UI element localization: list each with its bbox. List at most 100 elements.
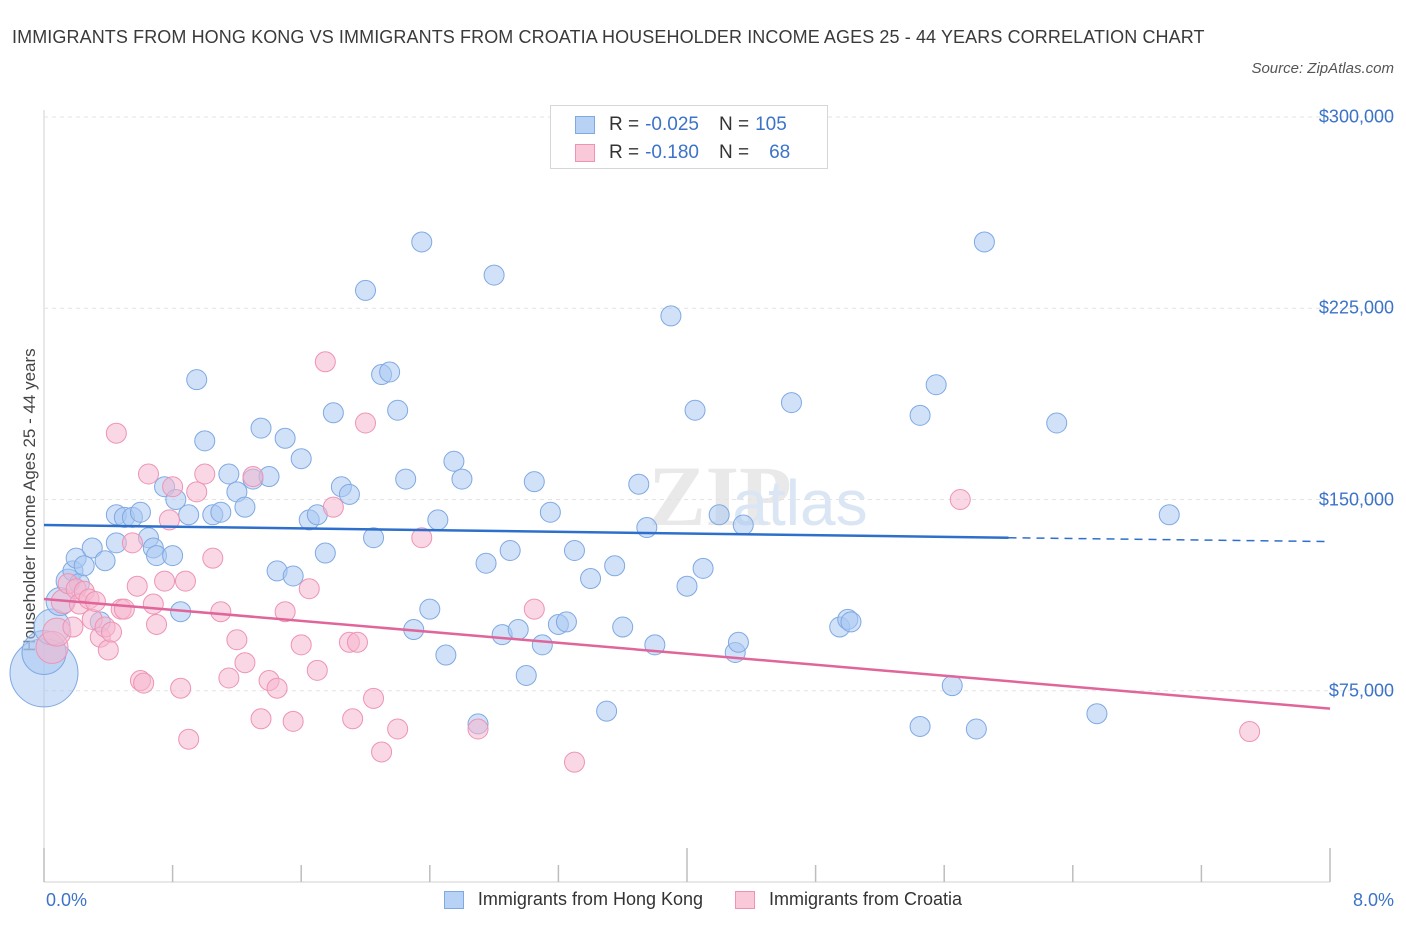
hongkong-point bbox=[1086, 703, 1108, 725]
croatia-point bbox=[126, 575, 148, 597]
croatia-point bbox=[62, 616, 84, 638]
hongkong-point bbox=[727, 631, 749, 653]
series-legend: Immigrants from Hong Kong Immigrants fro… bbox=[0, 889, 1406, 910]
croatia-point bbox=[387, 718, 409, 740]
hongkong-point bbox=[676, 575, 698, 597]
croatia-point bbox=[133, 672, 155, 694]
hongkong-point bbox=[909, 715, 931, 737]
hongkong-point bbox=[186, 369, 208, 391]
y-tick-label: $75,000 bbox=[1328, 680, 1394, 701]
y-tick-label: $225,000 bbox=[1318, 297, 1394, 318]
hongkong-point bbox=[411, 231, 433, 253]
hongkong-trend-line bbox=[43, 523, 1009, 539]
croatia-point bbox=[158, 509, 180, 531]
hongkong-point bbox=[515, 664, 537, 686]
legend-label-hongkong: Immigrants from Hong Kong bbox=[477, 889, 704, 909]
legend-label-croatia: Immigrants from Croatia bbox=[769, 889, 963, 909]
watermark: ZIP bbox=[648, 448, 791, 544]
legend-r-label: R = bbox=[609, 114, 640, 135]
croatia-point bbox=[274, 601, 296, 623]
hongkong-point bbox=[234, 496, 256, 518]
y-tick-label: $300,000 bbox=[1318, 106, 1394, 127]
hongkong-point bbox=[973, 231, 995, 253]
hongkong-point bbox=[419, 598, 441, 620]
x-tick-min: 0.0% bbox=[46, 890, 88, 910]
hongkong-point bbox=[941, 675, 963, 697]
legend-r-label: R = bbox=[609, 142, 640, 163]
hongkong-point bbox=[129, 501, 151, 523]
hongkong-point bbox=[314, 542, 336, 564]
y-tick-label: $150,000 bbox=[1318, 489, 1394, 509]
croatia-point bbox=[355, 412, 376, 434]
source-credit: Source: ZipAtlas.com bbox=[1251, 60, 1394, 77]
croatia-trend-line bbox=[43, 597, 1331, 710]
hongkong-point bbox=[604, 555, 626, 577]
hongkong-point bbox=[194, 430, 216, 452]
legend-n-value: 105 bbox=[755, 114, 787, 135]
croatia-point bbox=[306, 659, 328, 681]
hongkong-point bbox=[507, 619, 529, 641]
croatia-point bbox=[949, 489, 971, 510]
croatia-point bbox=[266, 677, 288, 699]
hongkong-point bbox=[387, 399, 409, 421]
hongkong-point bbox=[290, 448, 312, 470]
chart-title: IMMIGRANTS FROM HONG KONG VS IMMIGRANTS … bbox=[12, 27, 1205, 47]
legend-item-hongkong[interactable]: Immigrants from Hong Kong bbox=[443, 889, 704, 910]
croatia-point bbox=[142, 593, 164, 615]
hongkong-point bbox=[596, 700, 618, 722]
croatia-point bbox=[194, 463, 216, 485]
croatia-point bbox=[101, 621, 123, 643]
hongkong-point bbox=[210, 501, 232, 523]
croatia-point bbox=[170, 677, 192, 699]
legend-item-croatia[interactable]: Immigrants from Croatia bbox=[735, 889, 962, 910]
legend-swatch-hongkong bbox=[575, 116, 595, 134]
legend-n-label: N = bbox=[718, 142, 750, 163]
hongkong-point bbox=[94, 550, 116, 572]
croatia-point bbox=[146, 613, 168, 635]
legend-r-value: -0.180 bbox=[645, 142, 699, 163]
hongkong-point bbox=[539, 501, 561, 523]
croatia-point bbox=[154, 570, 176, 592]
legend-swatch-hongkong bbox=[443, 890, 464, 909]
hongkong-point bbox=[250, 417, 272, 439]
croatia-point bbox=[563, 751, 585, 773]
hongkong-point bbox=[162, 545, 184, 567]
hongkong-point bbox=[1158, 504, 1180, 526]
legend-n-value: 68 bbox=[769, 142, 791, 163]
legend-swatch-croatia bbox=[735, 890, 756, 909]
legend-swatch-croatia bbox=[575, 144, 595, 162]
hongkong-trend-extension bbox=[1008, 537, 1331, 543]
watermark-atlas: atlas bbox=[732, 467, 867, 539]
croatia-point bbox=[523, 598, 545, 620]
croatia-point bbox=[371, 741, 393, 763]
croatia-point bbox=[250, 708, 272, 730]
hongkong-point bbox=[1046, 412, 1068, 434]
croatia-point bbox=[113, 598, 135, 620]
hongkong-point bbox=[660, 305, 682, 327]
hongkong-point bbox=[708, 504, 730, 526]
croatia-point bbox=[282, 710, 304, 732]
hongkong-point bbox=[322, 402, 344, 424]
croatia-point bbox=[178, 728, 200, 750]
hongkong-point bbox=[435, 644, 457, 666]
croatia-point bbox=[342, 708, 364, 730]
hongkong-point bbox=[178, 504, 200, 526]
croatia-point bbox=[137, 463, 159, 485]
x-tick-max: 8.0% bbox=[1352, 890, 1394, 910]
hongkong-point bbox=[379, 361, 401, 383]
croatia-point bbox=[467, 718, 489, 740]
hongkong-point bbox=[218, 463, 240, 485]
hongkong-point bbox=[840, 611, 862, 633]
hongkong-point bbox=[274, 427, 296, 449]
hongkong-point bbox=[531, 634, 553, 656]
croatia-point bbox=[97, 639, 119, 661]
croatia-point bbox=[322, 496, 344, 518]
legend-r-value: -0.025 bbox=[645, 114, 699, 135]
hongkong-point bbox=[684, 399, 706, 421]
croatia-point bbox=[363, 687, 385, 709]
hongkong-point bbox=[338, 483, 360, 505]
hongkong-point bbox=[427, 509, 449, 531]
legend-n-label: N = bbox=[718, 114, 750, 135]
correlation-legend: R = -0.025 N = 105 R = -0.180 N = 68 bbox=[550, 105, 828, 169]
